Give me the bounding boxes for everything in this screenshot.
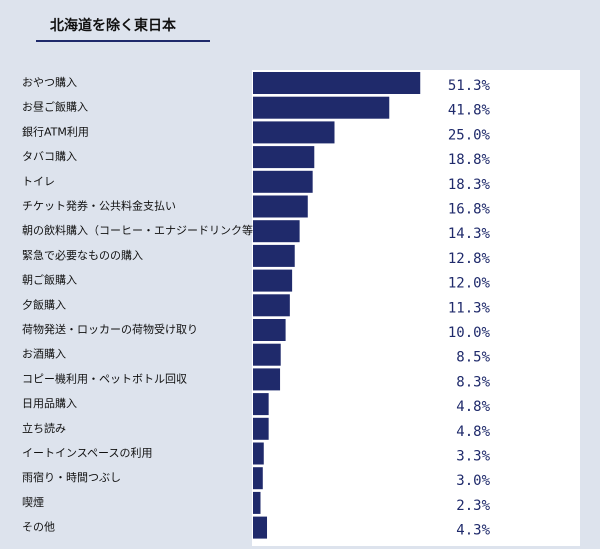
category-label: チケット発券・公共料金支払い [22, 199, 176, 213]
value-label: 11.3% [448, 300, 491, 316]
bar [253, 393, 269, 416]
value-label: 8.5% [456, 350, 490, 366]
bar [253, 170, 313, 193]
bar [253, 417, 269, 440]
category-label: 緊急で必要なものの購入 [22, 248, 143, 262]
value-label: 12.0% [448, 276, 491, 292]
value-label: 8.3% [456, 374, 490, 390]
bar [253, 195, 308, 218]
category-label: その他 [22, 521, 55, 534]
bar [253, 516, 268, 539]
category-label: イートインスペースの利用 [22, 447, 152, 460]
value-label: 51.3% [448, 78, 491, 94]
category-label: おやつ購入 [22, 75, 77, 89]
category-label: トイレ [22, 175, 55, 188]
bar [253, 220, 300, 243]
bar [253, 244, 295, 267]
bar [253, 368, 281, 391]
category-label: お酒購入 [22, 347, 66, 361]
value-label: 18.3% [448, 177, 491, 193]
category-label: 朝の飲料購入（コーヒー・エナジードリンク等） [22, 223, 264, 237]
bar [253, 72, 421, 94]
category-label: 銀行ATM利用 [22, 124, 89, 138]
bar [253, 467, 263, 490]
category-label: タバコ購入 [22, 149, 77, 163]
value-label: 4.3% [456, 523, 490, 539]
bar [253, 491, 261, 514]
category-label: 日用品購入 [22, 396, 77, 410]
category-label: 夕飯購入 [22, 297, 66, 311]
category-label: 朝ご飯購入 [22, 273, 77, 287]
value-label: 3.3% [456, 449, 490, 465]
value-label: 18.8% [448, 152, 491, 168]
bar [253, 121, 335, 144]
category-label: 荷物発送・ロッカーの荷物受け取り [22, 322, 198, 336]
value-label: 3.0% [456, 473, 490, 489]
category-label: 立ち読み [22, 421, 66, 435]
bar [253, 294, 290, 317]
bar [253, 269, 293, 292]
category-label: 雨宿り・時間つぶし [22, 470, 121, 484]
value-label: 2.3% [456, 498, 490, 514]
value-label: 16.8% [448, 202, 491, 218]
bar [253, 442, 264, 465]
bar [253, 319, 286, 341]
category-label: お昼ご飯購入 [22, 100, 88, 114]
value-label: 25.0% [448, 127, 491, 143]
chart-title: 北海道を除く東日本 [50, 17, 177, 34]
bar [253, 146, 315, 169]
category-label: コピー機利用・ペットボトル回収 [22, 371, 187, 385]
value-label: 4.8% [456, 424, 490, 440]
value-label: 14.3% [448, 226, 491, 242]
category-label: 喫煙 [22, 496, 44, 509]
bar [253, 343, 281, 366]
bar [253, 96, 390, 119]
value-label: 10.0% [448, 325, 491, 341]
value-label: 41.8% [448, 103, 491, 119]
value-label: 12.8% [448, 251, 491, 267]
value-label: 4.8% [456, 399, 490, 415]
